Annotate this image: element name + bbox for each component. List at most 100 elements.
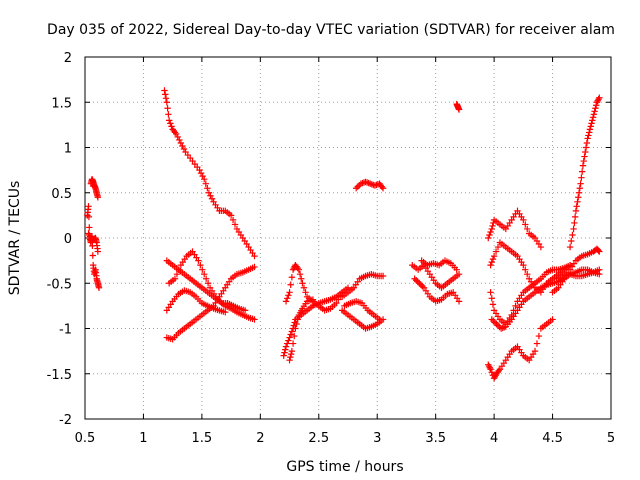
series-arc-1.2h-cross-d	[163, 287, 229, 316]
data-point	[585, 132, 592, 139]
data-point	[590, 111, 598, 118]
chart-title: Day 035 of 2022, Sidereal Day-to-day VTE…	[47, 22, 615, 38]
data-point	[161, 87, 168, 94]
y-tick-label: 1	[64, 142, 72, 157]
data-point	[281, 349, 288, 356]
series-arc-3.7h-top	[453, 100, 463, 113]
data-point	[204, 185, 211, 192]
data-point	[489, 301, 497, 308]
data-point	[168, 123, 175, 130]
series-arc-3.4h-c	[418, 257, 460, 273]
x-tick-label: 2.5	[308, 431, 329, 446]
data-point	[162, 91, 169, 98]
data-point	[578, 168, 586, 175]
data-point	[489, 255, 497, 263]
data-point	[199, 172, 206, 180]
data-point	[291, 332, 298, 340]
data-point	[419, 283, 426, 290]
data-point	[94, 248, 102, 255]
data-point	[490, 252, 498, 260]
series-arc-4.0h-a	[485, 316, 556, 382]
data-point	[165, 117, 173, 124]
data-point	[595, 247, 602, 254]
series-arc-4.6h-b	[555, 266, 603, 282]
data-point	[295, 266, 303, 273]
data-point	[251, 316, 258, 323]
data-point	[533, 340, 541, 347]
data-point	[591, 108, 598, 115]
data-point	[501, 324, 508, 331]
data-point	[491, 319, 499, 326]
series-arc-2.3h-b	[282, 261, 352, 314]
data-point	[282, 346, 289, 353]
data-point	[488, 369, 495, 376]
data-point	[549, 316, 556, 323]
data-point	[585, 129, 593, 136]
x-tick-label: 4	[490, 431, 498, 446]
data-point	[581, 153, 588, 160]
data-point	[524, 225, 531, 233]
data-point	[288, 347, 296, 355]
data-point	[594, 97, 601, 104]
data-point	[575, 194, 582, 201]
data-point	[287, 350, 295, 358]
data-point	[486, 364, 494, 371]
x-tick-label: 1.5	[192, 431, 213, 446]
data-point	[86, 224, 93, 231]
data-point	[587, 123, 594, 130]
data-point	[352, 185, 360, 192]
data-point	[580, 157, 587, 165]
y-tick-label: 2	[64, 51, 72, 66]
data-point	[492, 248, 500, 255]
data-point	[288, 274, 296, 281]
data-point	[512, 302, 519, 310]
data-point	[376, 316, 383, 323]
data-point	[571, 213, 579, 221]
data-point	[566, 243, 574, 251]
data-point	[572, 207, 580, 215]
data-point	[490, 317, 497, 325]
data-point	[520, 216, 527, 224]
data-points	[84, 87, 603, 382]
data-point	[199, 266, 206, 273]
data-point	[294, 264, 301, 272]
data-point	[571, 219, 578, 227]
data-point	[176, 136, 183, 144]
data-point	[487, 366, 494, 373]
series-arc-2.9h-top	[352, 178, 387, 192]
data-point	[205, 189, 213, 196]
series-arc-1.2h-down	[161, 87, 258, 260]
data-point	[582, 144, 590, 151]
y-axis-label: SDTVAR / TECUs	[7, 181, 23, 296]
data-point	[309, 296, 317, 303]
data-point	[163, 99, 171, 106]
data-point	[167, 120, 174, 127]
data-point	[589, 114, 597, 121]
data-point	[578, 174, 585, 181]
data-point	[227, 212, 235, 219]
data-point	[354, 183, 361, 190]
data-point	[282, 298, 290, 305]
data-point	[287, 353, 294, 361]
data-point	[488, 295, 495, 302]
data-point	[576, 185, 584, 192]
data-point	[535, 332, 543, 340]
data-point	[284, 340, 291, 347]
data-point	[179, 142, 186, 150]
data-point	[584, 135, 591, 142]
data-point	[416, 280, 423, 287]
data-point	[487, 289, 494, 296]
data-point	[197, 169, 205, 177]
series-arc-1.2h-cross-a	[163, 257, 258, 323]
data-point	[379, 272, 387, 280]
data-point	[195, 257, 202, 264]
data-point	[589, 117, 596, 124]
data-point	[222, 309, 229, 316]
data-point	[298, 275, 305, 282]
data-point	[296, 271, 304, 278]
data-point	[494, 243, 502, 251]
y-tick-label: -1	[59, 323, 72, 338]
series-arc-3.4h-a	[409, 261, 463, 291]
data-point	[333, 299, 340, 307]
series-arc-3.4h-b	[411, 275, 463, 305]
